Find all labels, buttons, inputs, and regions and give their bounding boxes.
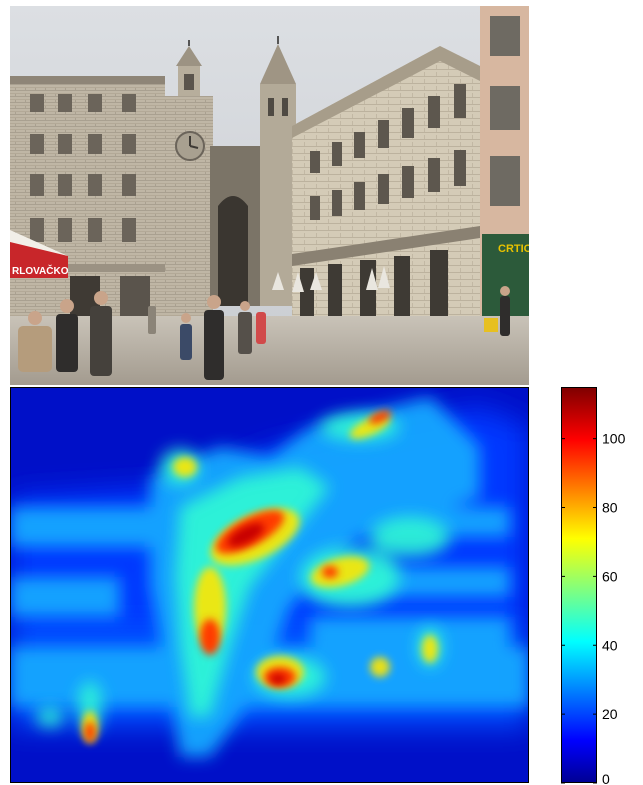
colorbar-axis: 0 20 40 60 80 100	[561, 431, 626, 785]
colorbar-tick-label: 20	[602, 706, 618, 722]
colorbar	[561, 387, 597, 783]
town-square-photo: CRTIC RLOVAČKO	[10, 6, 529, 385]
saliency-heatmap	[10, 387, 529, 783]
left-stone-building	[10, 76, 165, 320]
old-gate	[210, 146, 260, 306]
colorbar-tick-label: 40	[602, 637, 618, 653]
right-palace-building	[292, 46, 480, 326]
square-paving	[10, 316, 529, 385]
far-right-building: CRTIC	[480, 6, 529, 326]
colorbar-tick-label: 0	[602, 771, 610, 785]
clock-tower	[165, 40, 213, 316]
cafe-umbrellas	[272, 266, 390, 292]
colorbar-tick-label: 60	[602, 568, 618, 584]
bell-tower	[260, 36, 296, 306]
red-awning: RLOVAČKO	[10, 230, 69, 278]
colorbar-tick-label: 80	[602, 500, 618, 516]
pedestrians	[18, 286, 510, 380]
storefront-sign-left: RLOVAČKO	[12, 264, 69, 277]
colorbar-tick-label: 100	[602, 431, 626, 447]
storefront-sign-right: CRTIC	[498, 243, 529, 255]
